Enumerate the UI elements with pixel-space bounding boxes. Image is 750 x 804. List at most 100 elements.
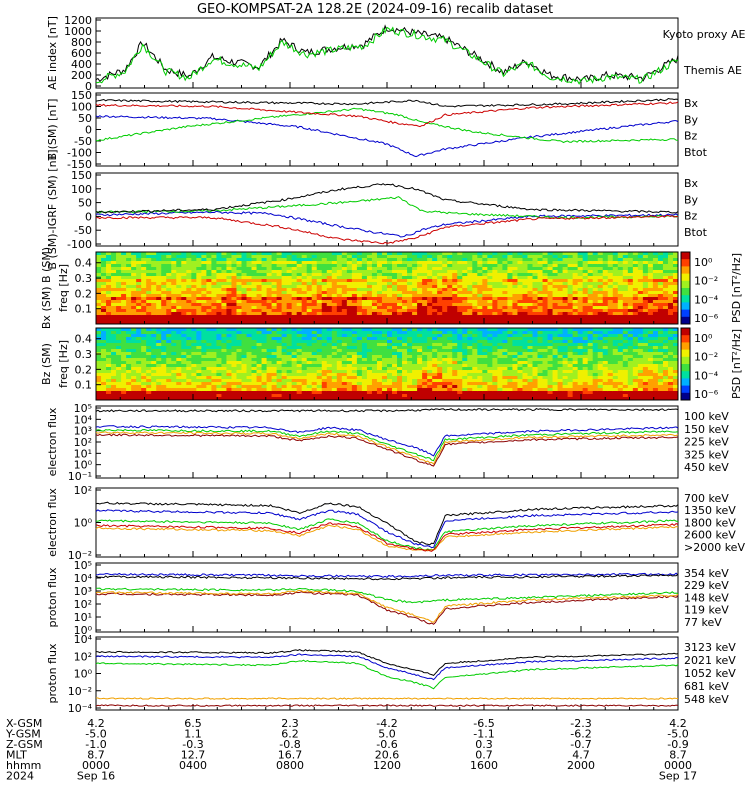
- spectrogram-cell: [141, 291, 146, 294]
- spectrogram-cell: [236, 300, 241, 303]
- spectrogram-cell: [201, 388, 206, 391]
- spectrogram-cell: [668, 303, 673, 306]
- spectrogram-cell: [608, 264, 613, 267]
- spectrogram-cell: [282, 255, 287, 258]
- spectrogram-cell: [563, 300, 568, 303]
- spectrogram-cell: [402, 294, 407, 297]
- spectrogram-cell: [623, 255, 628, 258]
- spectrogram-cell: [282, 264, 287, 267]
- spectrogram-cell: [377, 376, 382, 379]
- spectrogram-cell: [407, 255, 412, 258]
- spectrogram-cell: [583, 306, 588, 309]
- spectrogram-cell: [257, 343, 262, 346]
- spectrogram-cell: [397, 370, 402, 373]
- spectrogram-cell: [206, 294, 211, 297]
- spectrogram-cell: [141, 303, 146, 306]
- spectrogram-cell: [327, 318, 332, 321]
- spectrogram-cell: [101, 361, 106, 364]
- spectrogram-cell: [282, 273, 287, 276]
- spectrogram-cell: [527, 318, 532, 321]
- spectrogram-cell: [312, 370, 317, 373]
- spectrogram-cell: [106, 282, 111, 285]
- spectrogram-cell: [337, 358, 342, 361]
- spectrogram-cell: [126, 255, 131, 258]
- spectrogram-cell: [126, 285, 131, 288]
- spectrogram-cell: [161, 279, 166, 282]
- spectrogram-cell: [231, 394, 236, 397]
- spectrogram-cell: [482, 388, 487, 391]
- spectrogram-cell: [492, 352, 497, 355]
- spectrogram-cell: [367, 388, 372, 391]
- spectrogram-cell: [628, 252, 633, 255]
- spectrogram-cell: [116, 385, 121, 388]
- spectrogram-cell: [452, 388, 457, 391]
- spectrogram-cell: [221, 367, 226, 370]
- spectrogram-cell: [267, 258, 272, 261]
- spectrogram-cell: [96, 285, 101, 288]
- spectrogram-cell: [332, 297, 337, 300]
- spectrogram-cell: [653, 282, 658, 285]
- spectrogram-cell: [462, 364, 467, 367]
- spectrogram-cell: [236, 285, 241, 288]
- spectrogram-cell: [322, 376, 327, 379]
- spectrogram-cell: [111, 261, 116, 264]
- spectrogram-cell: [317, 352, 322, 355]
- spectrogram-cell: [522, 288, 527, 291]
- spectrogram-cell: [96, 385, 101, 388]
- spectrogram-cell: [402, 355, 407, 358]
- spectrogram-cell: [322, 267, 327, 270]
- spectrogram-cell: [362, 391, 367, 394]
- spectrogram-cell: [116, 273, 121, 276]
- spectrogram-cell: [282, 294, 287, 297]
- spectrogram-cell: [221, 361, 226, 364]
- spectrogram-cell: [161, 391, 166, 394]
- spectrogram-cell: [106, 376, 111, 379]
- spectrogram-cell: [161, 258, 166, 261]
- spectrogram-cell: [211, 267, 216, 270]
- spectrogram-cell: [643, 315, 648, 318]
- spectrogram-cell: [216, 328, 221, 331]
- spectrogram-cell: [236, 312, 241, 315]
- spectrogram-cell: [146, 318, 151, 321]
- spectrogram-cell: [668, 258, 673, 261]
- spectrogram-cell: [367, 367, 372, 370]
- spectrogram-cell: [101, 373, 106, 376]
- spectrogram-cell: [362, 309, 367, 312]
- spectrogram-cell: [397, 364, 402, 367]
- spectrogram-cell: [267, 376, 272, 379]
- spectrogram-cell: [131, 291, 136, 294]
- spectrogram-cell: [387, 367, 392, 370]
- spectrogram-cell: [357, 315, 362, 318]
- spectrogram-cell: [653, 318, 658, 321]
- spectrogram-cell: [277, 288, 282, 291]
- spectrogram-cell: [387, 276, 392, 279]
- spectrogram-cell: [327, 340, 332, 343]
- spectrogram-cell: [578, 279, 583, 282]
- spectrogram-cell: [196, 267, 201, 270]
- spectrogram-cell: [181, 252, 186, 255]
- spectrogram-cell: [437, 297, 442, 300]
- spectrogram-cell: [191, 337, 196, 340]
- spectrogram-cell: [272, 291, 277, 294]
- spectrogram-cell: [578, 261, 583, 264]
- spectrogram-cell: [492, 337, 497, 340]
- spectrogram-cell: [387, 291, 392, 294]
- spectrogram-cell: [507, 328, 512, 331]
- spectrogram-cell: [512, 331, 517, 334]
- spectrogram-cell: [427, 364, 432, 367]
- spectrogram-cell: [196, 270, 201, 273]
- spectrogram-cell: [538, 315, 543, 318]
- spectrogram-cell: [136, 282, 141, 285]
- spectrogram-cell: [422, 306, 427, 309]
- spectrogram-cell: [297, 297, 302, 300]
- spectrogram-cell: [136, 267, 141, 270]
- spectrogram-cell: [196, 273, 201, 276]
- spectrogram-cell: [277, 261, 282, 264]
- spectrogram-cell: [161, 306, 166, 309]
- spectrogram-cell: [533, 255, 538, 258]
- spectrogram-cell: [126, 382, 131, 385]
- spectrogram-cell: [487, 328, 492, 331]
- spectrogram-cell: [156, 294, 161, 297]
- spectrogram-cell: [262, 343, 267, 346]
- spectrogram-cell: [482, 361, 487, 364]
